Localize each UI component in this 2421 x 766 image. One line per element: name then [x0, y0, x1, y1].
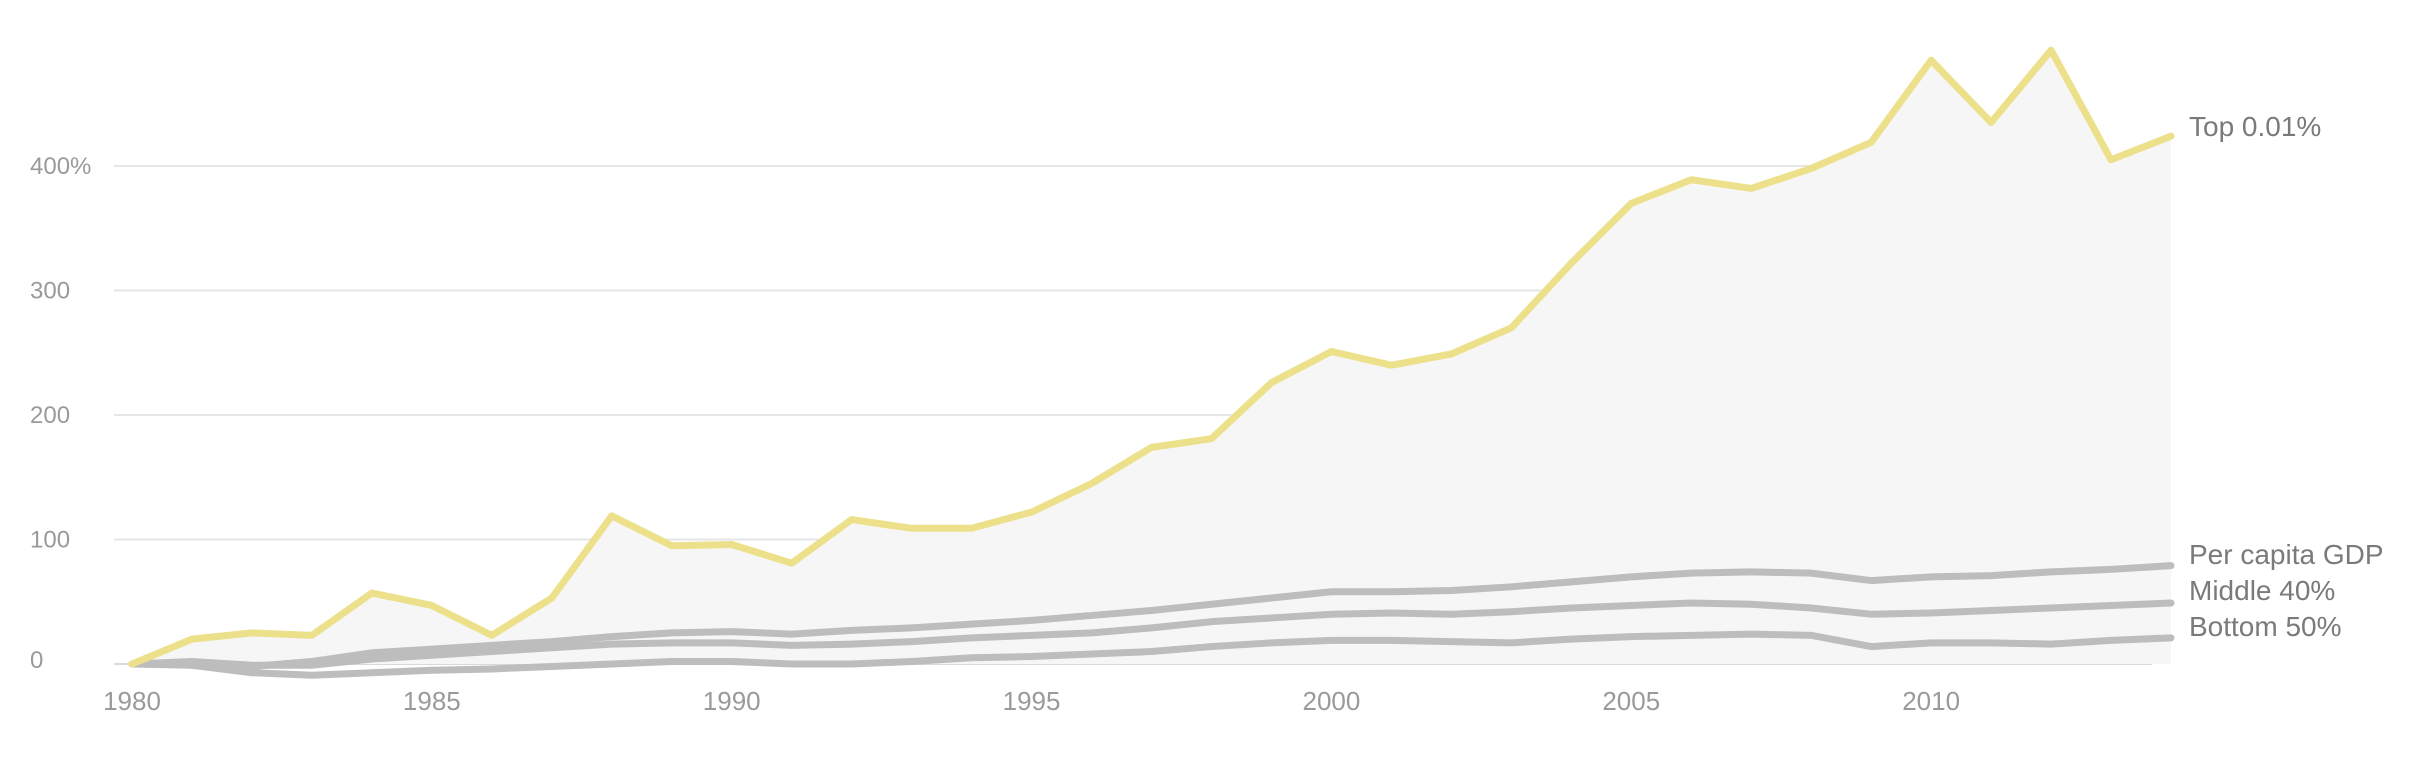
- x-tick-label: 2010: [1902, 686, 1960, 716]
- series-line-top-0-01: [128, 46, 2175, 668]
- series-label: Top 0.01%: [2189, 111, 2321, 142]
- series-line-bottom-50: [128, 630, 2175, 679]
- x-tick-label: 1980: [103, 686, 161, 716]
- series-label: Middle 40%: [2189, 575, 2335, 606]
- x-axis-ticks: 1980 1985 1990 1995 2000 2005 2010: [103, 686, 1960, 716]
- series-label: Per capita GDP: [2189, 539, 2384, 570]
- x-tick-label: 1990: [703, 686, 761, 716]
- y-tick-label: 300: [30, 278, 70, 305]
- x-tick-label: 1995: [1003, 686, 1061, 716]
- y-tick-label: 100: [30, 527, 70, 554]
- x-tick-label: 2005: [1602, 686, 1660, 716]
- top-series-area-fill: [132, 50, 2171, 664]
- series-labels: Top 0.01% Per capita GDP Middle 40% Bottom …: [2189, 111, 2384, 642]
- x-tick-label: 2000: [1302, 686, 1360, 716]
- series-lines: [128, 46, 2175, 679]
- x-tick-label: 1985: [403, 686, 461, 716]
- series-label: Bottom 50%: [2189, 611, 2342, 642]
- y-tick-label: 400%: [30, 153, 91, 180]
- series-line-middle-40: [128, 599, 2175, 669]
- y-axis-ticks: 0 100 200 300 400%: [30, 153, 91, 674]
- series-line-per-capita-gdp: [128, 562, 2175, 670]
- y-tick-label: 0: [30, 647, 43, 674]
- y-tick-label: 200: [30, 402, 70, 429]
